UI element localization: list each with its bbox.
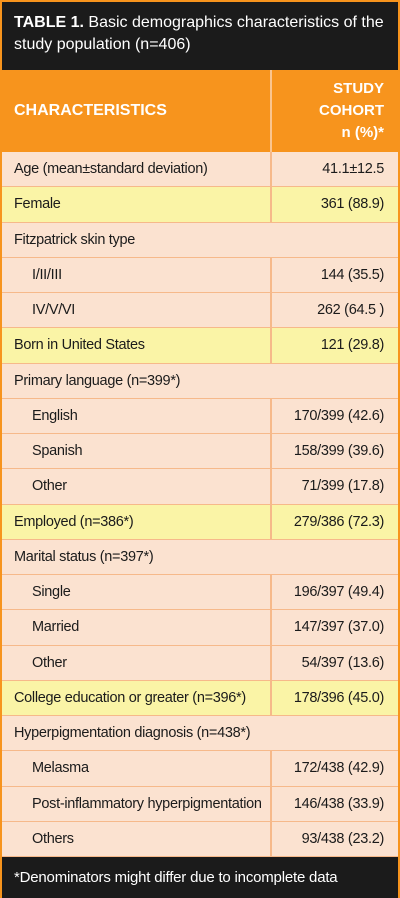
row-label: College education or greater (n=396*) bbox=[14, 689, 246, 706]
table-row: Spanish 158/399 (39.6) bbox=[2, 434, 398, 470]
table-row: I/II/III 144 (35.5) bbox=[2, 257, 398, 293]
header-row: CHARACTERISTICS STUDY COHORT n (%)* bbox=[2, 70, 398, 152]
table-row: Hyperpigmentation diagnosis (n=438*) bbox=[2, 716, 398, 752]
row-value: 172/438 (42.9) bbox=[293, 760, 384, 777]
title-text: Basic demographics characteristics of th… bbox=[14, 14, 384, 53]
table-row: Other 71/399 (17.8) bbox=[2, 469, 398, 505]
row-label: Married bbox=[32, 619, 80, 636]
column-divider bbox=[270, 434, 272, 469]
row-label: English bbox=[32, 407, 78, 424]
row-value: 54/397 (13.6) bbox=[301, 654, 385, 671]
table-row: Single 196/397 (49.4) bbox=[2, 575, 398, 611]
table-row: Married 147/397 (37.0) bbox=[2, 610, 398, 646]
header-cell: CHARACTERISTICS bbox=[14, 102, 167, 119]
table-row: IV/V/VI 262 (64.5 ) bbox=[2, 293, 398, 329]
header-cell: STUDY COHORT n (%)* bbox=[272, 78, 384, 144]
row-value: 262 (64.5 ) bbox=[317, 302, 384, 318]
header-line: STUDY bbox=[333, 80, 384, 97]
table-row: Others 93/438 (23.2) bbox=[2, 821, 398, 857]
column-divider bbox=[270, 575, 272, 610]
table-row: Born in United States 121 (29.8) bbox=[2, 328, 398, 364]
row-label: Melasma bbox=[32, 760, 89, 777]
table-row: College education or greater (n=396*) 178… bbox=[2, 680, 398, 716]
row-value: 158/399 (39.6) bbox=[293, 443, 384, 459]
column-divider bbox=[270, 398, 272, 433]
row-label: Age (mean±standard deviation) bbox=[14, 161, 208, 177]
row-value: 121 (29.8) bbox=[320, 337, 384, 354]
header-line: n (%)* bbox=[341, 124, 385, 141]
column-divider bbox=[270, 293, 272, 328]
footnote: *Denominators might differ due to incomp… bbox=[2, 857, 398, 898]
row-label: Single bbox=[32, 584, 71, 600]
row-label: Marital status (n=397*) bbox=[14, 548, 154, 565]
table-row: Fitzpatrick skin type bbox=[2, 223, 398, 258]
column-divider bbox=[270, 70, 272, 152]
table-row: Female 361 (88.9) bbox=[2, 187, 398, 223]
table-number: TABLE 1. bbox=[14, 14, 84, 31]
row-value: 279/386 (72.3) bbox=[293, 513, 384, 530]
column-divider bbox=[270, 786, 272, 821]
column-divider bbox=[270, 680, 272, 715]
row-value: 41.1±12.5 bbox=[322, 161, 384, 177]
column-divider bbox=[270, 328, 272, 363]
row-value: 147/397 (37.0) bbox=[293, 619, 384, 636]
row-value: 196/397 (49.4) bbox=[293, 584, 384, 600]
column-divider bbox=[270, 610, 272, 645]
row-label: Other bbox=[32, 654, 67, 671]
row-label: Post-inflammatory hyperpigmentation bbox=[32, 795, 262, 812]
table-row: Post-inflammatory hyperpigmentation 146/4… bbox=[2, 786, 398, 822]
column-divider bbox=[270, 751, 272, 786]
row-value: 178/396 (45.0) bbox=[293, 689, 384, 706]
row-label: IV/V/VI bbox=[32, 302, 76, 318]
table-row: English 170/399 (42.6) bbox=[2, 398, 398, 434]
row-value: 93/438 (23.2) bbox=[301, 830, 385, 847]
row-value: 144 (35.5) bbox=[320, 266, 384, 283]
column-divider bbox=[270, 257, 272, 292]
table-row: Employed (n=386*) 279/386 (72.3) bbox=[2, 504, 398, 540]
row-label: Fitzpatrick skin type bbox=[14, 231, 136, 248]
row-label: Female bbox=[14, 196, 61, 213]
row-value: 170/399 (42.6) bbox=[293, 407, 384, 424]
row-value: 71/399 (17.8) bbox=[301, 478, 385, 495]
column-divider bbox=[270, 504, 272, 539]
row-label: Primary language (n=399*) bbox=[14, 372, 181, 389]
row-label: Born in United States bbox=[14, 337, 145, 354]
column-divider bbox=[270, 821, 272, 856]
table-row: Other 54/397 (13.6) bbox=[2, 645, 398, 681]
row-label: I/II/III bbox=[32, 266, 62, 283]
row-value: 361 (88.9) bbox=[320, 196, 384, 213]
column-divider bbox=[270, 469, 272, 504]
table-row: Melasma 172/438 (42.9) bbox=[2, 751, 398, 787]
row-label: Other bbox=[32, 478, 67, 495]
table-row: Marital status (n=397*) bbox=[2, 540, 398, 575]
header-line: COHORT bbox=[319, 102, 384, 119]
row-value: 146/438 (33.9) bbox=[293, 795, 384, 812]
row-label: Hyperpigmentation diagnosis (n=438*) bbox=[14, 725, 251, 741]
row-label: Others bbox=[32, 830, 74, 847]
table-title: TABLE 1. Basic demographics characterist… bbox=[2, 2, 398, 70]
row-label: Spanish bbox=[32, 443, 83, 459]
table-row: Primary language (n=399*) bbox=[2, 364, 398, 399]
column-divider bbox=[270, 152, 272, 187]
column-divider bbox=[270, 645, 272, 680]
column-divider bbox=[270, 187, 272, 222]
table-row: Age (mean±standard deviation) 41.1±12.5 bbox=[2, 152, 398, 188]
row-label: Employed (n=386*) bbox=[14, 513, 134, 530]
